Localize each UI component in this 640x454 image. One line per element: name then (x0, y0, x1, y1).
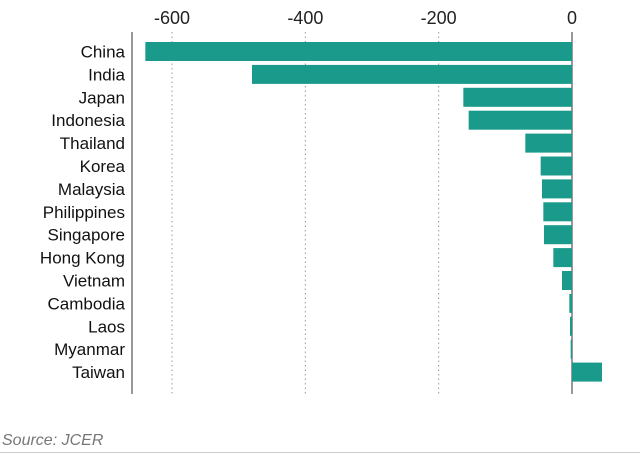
tick-label: -200 (421, 8, 457, 28)
category-label: Taiwan (72, 363, 125, 382)
bar-malaysia (542, 179, 572, 199)
bar-india (252, 64, 572, 84)
bar-philippines (543, 202, 572, 222)
category-label: Philippines (43, 203, 125, 222)
tick-label: -600 (154, 8, 190, 28)
category-label: Laos (88, 317, 125, 336)
bar-vietnam (562, 271, 572, 290)
bottom-rule (0, 452, 640, 453)
tick-label: -400 (287, 8, 323, 28)
bar-singapore (544, 225, 572, 245)
category-label: Singapore (47, 226, 125, 245)
category-label: Cambodia (48, 294, 126, 313)
bar-korea (540, 156, 572, 176)
category-label: Hong Kong (40, 249, 125, 268)
source-note: Source: JCER (2, 432, 104, 449)
grid-lines (171, 32, 573, 394)
category-label: Vietnam (63, 272, 125, 291)
bar-taiwan (572, 362, 602, 382)
bar-china (145, 42, 573, 61)
bar-indonesia (468, 110, 572, 130)
bar-laos (570, 316, 572, 336)
bars (145, 42, 602, 382)
category-label: Myanmar (54, 340, 125, 359)
category-label: China (81, 43, 126, 62)
bar-cambodia (569, 293, 572, 313)
category-label: Japan (79, 88, 125, 107)
tick-label: 0 (567, 8, 577, 28)
category-label: Korea (80, 157, 126, 176)
bar-hong-kong (553, 248, 572, 268)
category-label: Malaysia (58, 180, 126, 199)
category-label: India (88, 65, 125, 84)
category-label: Indonesia (51, 111, 125, 130)
bar-thailand (525, 133, 572, 153)
category-labels: China India Japan Indonesia Thailand Korea Mal… (40, 43, 126, 383)
x-axis-ticks: -600 -400 -200 0 (154, 8, 577, 28)
bar-myanmar (570, 339, 572, 359)
category-label: Thailand (60, 134, 125, 153)
bar-japan (463, 87, 572, 107)
